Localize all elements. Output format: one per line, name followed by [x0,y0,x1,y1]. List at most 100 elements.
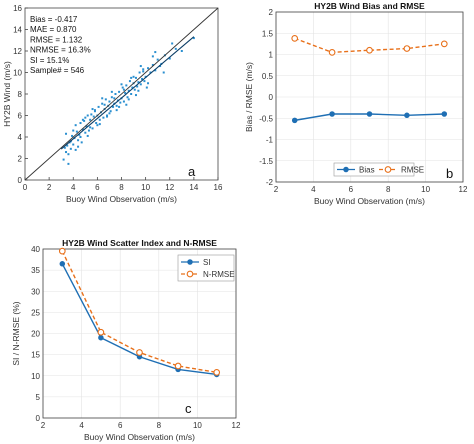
series-line [294,37,445,54]
legend-label: SI [203,258,211,267]
x-tick-label: 4 [79,421,84,430]
x-tick-label: 0 [23,183,28,192]
data-point [213,369,221,376]
scatter-point [125,103,128,106]
scatter-point [133,88,136,91]
scatter-point [104,98,107,101]
scatter-point [91,108,94,111]
scatter-point [79,136,82,138]
x-tick-label: 4 [71,183,76,192]
data-point [291,117,298,124]
scatter-point [162,71,165,74]
scatter-point [89,126,92,129]
scatter-point [124,91,127,94]
scatter-point [110,96,113,99]
data-point [329,111,335,117]
data-point [59,261,66,267]
x-axis-label: Buoy Wind Observation (m/s) [84,432,195,442]
scatter-point [156,58,159,61]
scatter-point [113,97,116,100]
scatter-point [119,101,122,104]
y-tick-label: 15 [31,351,40,360]
y-tick-label: 16 [13,4,22,13]
data-point [328,49,336,56]
scatter-point [81,128,84,131]
stat-label: Sample# = 546 [30,66,85,75]
scatter-point [134,76,137,79]
y-tick-label: -2 [266,178,274,187]
y-axis-label: SI / N-RMSE (%) [11,301,21,365]
scatter-point [103,103,106,106]
x-tick-label: 10 [421,185,430,194]
data-point [403,45,411,52]
scatter-point [98,118,101,121]
one-to-one-line [24,7,219,181]
stat-label: RMSE = 1.132 [30,35,83,44]
x-tick-label: 2 [47,183,52,192]
x-tick-label: 4 [311,185,316,194]
panel-a: 00 2 2 4 4 6 6 8 8 10 10 12 12 14 14 16 16 Buoy Wind Obse… [2,4,223,204]
scatter-point [115,104,118,107]
y-axis-label: Bias / RMSE (m/s) [244,62,254,132]
legend-label: N-RMSE [203,270,235,279]
legend-box [177,254,235,282]
y-tick-label: 14 [13,26,22,35]
scatter-point [69,147,72,150]
scatter-point [147,67,150,70]
scatter-point [65,132,68,135]
scatter-point [137,89,140,92]
y-tick-label: -0.5 [259,114,273,123]
scatter-point [149,71,152,74]
scatter-point [142,70,145,73]
x-tick-label: 8 [386,185,391,194]
scatter-point [141,77,144,80]
scatter-point [101,102,104,105]
scatter-point [86,134,89,137]
series-n-rmse [58,247,221,376]
legend-label: RMSE [401,166,424,175]
scatter-point [127,98,130,101]
data-point [98,334,104,341]
scatter-point [97,105,100,108]
scatter-point [74,148,77,151]
scatter-point [139,65,142,68]
y-tick-label: 2 [269,8,274,17]
y-tick-label: 10 [31,372,40,381]
scatter-point [131,86,134,89]
legend-marker [186,270,194,278]
y-axis-label: HY2B Wind (m/s) [2,61,12,127]
scatter-point [112,105,115,108]
scatter-point [144,75,147,78]
scatter-point [77,139,80,142]
y-tick-label: 2 [18,155,23,164]
scatter-point [67,162,70,165]
scatter-point [118,105,121,108]
scatter-point [77,145,80,148]
legend-marker [187,259,193,265]
scatter-point [93,109,96,112]
series-bias [291,111,448,124]
scatter-point [81,118,84,121]
x-tick-label: 16 [214,183,223,192]
y-tick-label: -1.5 [259,157,273,166]
legend: Bias RMSE [333,162,424,177]
scatter-point [139,83,142,86]
x-tick-label: 8 [119,183,124,192]
data-point [366,46,373,54]
scatter-point [91,127,94,130]
x-tick-label: 6 [95,183,100,192]
x-tick-label: 6 [349,185,354,194]
plot-area-c [42,248,237,419]
x-tick-label: 6 [118,421,123,430]
scatter-point [130,76,133,79]
scatter-point [98,123,101,126]
x-axis-label: Buoy Wind Observation (m/s) [66,194,177,204]
y-tick-label: 1.5 [262,29,274,38]
y-tick-label: -1 [266,136,274,145]
scatter-point [114,93,117,95]
scatter-point [168,57,171,60]
x-tick-label: 12 [165,183,174,192]
legend-marker [343,166,349,173]
scatter-point [96,124,99,127]
scatter-point [128,80,131,83]
